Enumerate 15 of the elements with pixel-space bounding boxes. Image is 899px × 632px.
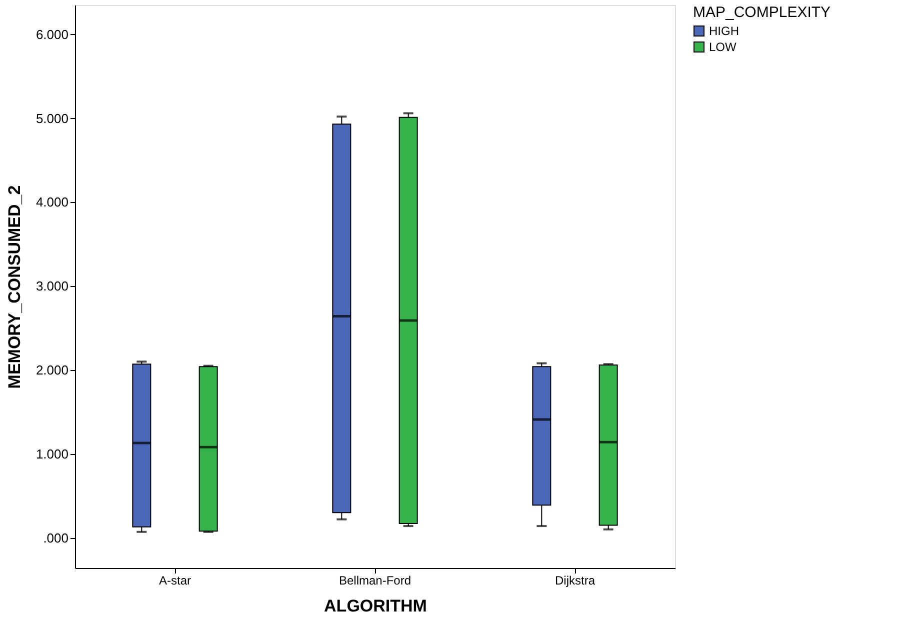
y-axis-title: MEMORY_CONSUMED_2 bbox=[4, 185, 24, 389]
x-axis-title: ALGORITHM bbox=[324, 596, 427, 616]
y-tick-label: 6.000 bbox=[36, 26, 68, 42]
legend-label: HIGH bbox=[709, 24, 739, 38]
x-tick-label: Dijkstra bbox=[554, 574, 596, 588]
y-tick-label: 1.000 bbox=[36, 446, 68, 462]
y-tick-label: 2.000 bbox=[36, 362, 68, 378]
x-tick-label: Bellman-Ford bbox=[338, 574, 412, 588]
y-tick-label: 3.000 bbox=[36, 278, 68, 294]
y-tick-label: .000 bbox=[43, 530, 68, 546]
legend-title: MAP_COMPLEXITY bbox=[693, 4, 831, 21]
y-tick-label: 4.000 bbox=[36, 194, 68, 210]
legend-label: LOW bbox=[709, 40, 738, 54]
y-tick-label: 5.000 bbox=[36, 110, 68, 126]
x-tick-label: A-star bbox=[158, 574, 192, 588]
